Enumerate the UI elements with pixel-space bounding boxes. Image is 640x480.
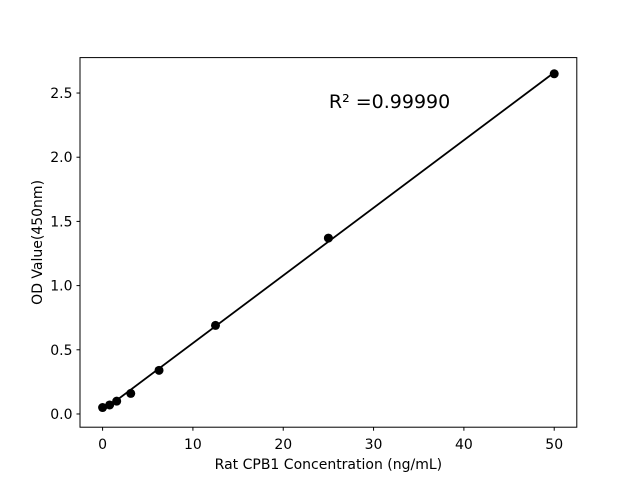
data-point (126, 388, 136, 398)
data-point (105, 400, 115, 410)
x-tick-label: 50 (545, 437, 563, 453)
x-axis-label: Rat CPB1 Concentration (ng/mL) (215, 457, 442, 473)
y-tick-label: 2.0 (50, 150, 72, 166)
data-point (549, 69, 559, 79)
data-point (154, 365, 164, 375)
r-squared-annotation: R² =0.99990 (329, 91, 450, 113)
plot-border (79, 57, 578, 428)
x-tick-label: 20 (274, 437, 292, 453)
data-point (112, 396, 122, 406)
y-tick-label: 1.0 (50, 279, 72, 295)
data-point (98, 403, 108, 413)
y-tick-label: 0.5 (50, 343, 72, 359)
y-tick-label: 0.0 (50, 407, 72, 423)
data-point (210, 320, 220, 330)
x-tick-label: 0 (98, 437, 107, 453)
x-tick-label: 40 (455, 437, 473, 453)
y-tick-label: 1.5 (50, 214, 72, 230)
y-axis-label: OD Value(450nm) (30, 180, 46, 305)
y-tick-label: 2.5 (50, 86, 72, 102)
x-tick-label: 10 (184, 437, 202, 453)
x-tick-label: 30 (365, 437, 383, 453)
data-point (323, 233, 333, 243)
